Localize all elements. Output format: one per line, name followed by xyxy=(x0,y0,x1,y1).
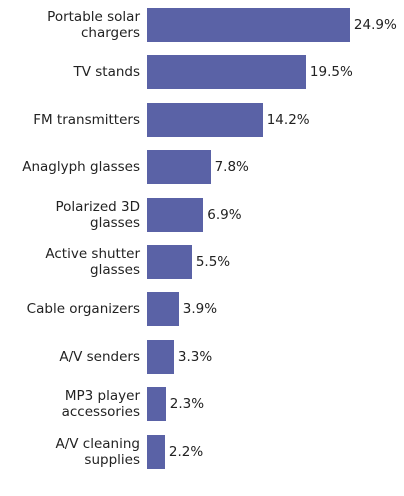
bar xyxy=(147,197,204,232)
category-label: Anaglyph glasses xyxy=(22,159,140,176)
value-label: 3.3% xyxy=(177,348,213,365)
value-label: 2.3% xyxy=(169,396,205,413)
category-label: Portable solar chargers xyxy=(47,9,140,41)
category-label: Polarized 3D glasses xyxy=(55,198,140,231)
value-label: 14.2% xyxy=(266,111,310,128)
bar xyxy=(147,55,306,90)
category-label: Active shutter glasses xyxy=(45,246,140,278)
value-label: 19.5% xyxy=(309,64,353,81)
value-label: 6.9% xyxy=(207,206,242,223)
value-label: 3.9% xyxy=(182,301,218,318)
bar xyxy=(147,102,263,137)
category-label: FM transmitters xyxy=(33,111,140,128)
value-label: 24.9% xyxy=(353,17,397,33)
value-label: 2.2% xyxy=(168,443,204,460)
bar xyxy=(147,150,211,185)
value-label: 5.5% xyxy=(195,254,231,270)
bar xyxy=(147,245,192,279)
category-label: A/V cleaning supplies xyxy=(55,435,141,468)
bar xyxy=(147,339,174,374)
bar xyxy=(147,434,165,469)
category-label: Cable organizers xyxy=(26,301,140,318)
bar xyxy=(147,8,350,42)
value-label: 7.8% xyxy=(214,159,249,176)
bar xyxy=(147,292,179,327)
category-label: A/V senders xyxy=(59,348,140,365)
bar xyxy=(147,387,166,422)
category-label: MP3 player accessories xyxy=(61,388,140,421)
category-label: TV stands xyxy=(73,64,140,81)
